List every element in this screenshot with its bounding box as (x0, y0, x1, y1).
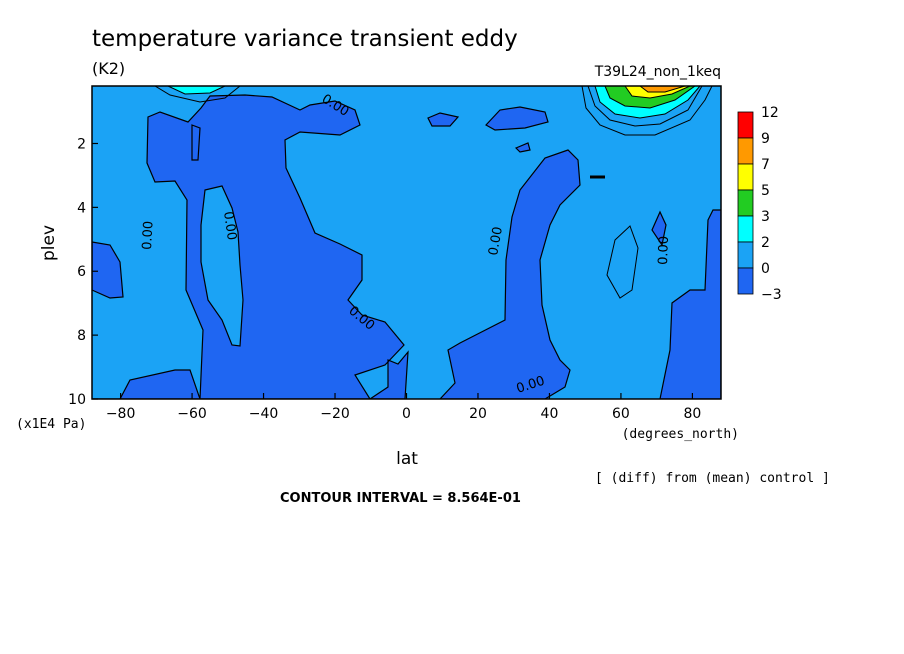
y-axis-label: plev (39, 225, 59, 261)
negative-region-right (659, 209, 721, 399)
x-tick-label: 0 (402, 406, 411, 422)
contour-label: 0.00 (656, 236, 672, 265)
colorbar-label: 12 (761, 105, 779, 121)
colorbar-swatch (737, 137, 754, 165)
x-tick-label: −40 (249, 406, 279, 422)
contour-label: 0.00 (140, 221, 156, 251)
peak-fill-orange (639, 86, 686, 93)
positive-feature-top-left (154, 86, 241, 103)
peak-contour-2 (587, 86, 703, 127)
negative-region-edge-south (92, 241, 124, 299)
colorbar-label: 9 (761, 131, 770, 147)
colorbar-swatch (737, 189, 754, 217)
chart-units: (K2) (92, 59, 125, 78)
y-axis-units: (x1E4 Pa) (16, 417, 86, 432)
colorbar-swatch (737, 267, 754, 295)
negative-blob-b (485, 106, 549, 131)
negative-region-left (146, 94, 409, 399)
negative-region-center (439, 149, 581, 399)
negative-region-bottom-left (92, 369, 201, 399)
positive-contour-right (606, 225, 639, 299)
contour-label: 0.00 (220, 210, 239, 241)
y-tick-label: 10 (68, 392, 86, 408)
colorbar-swatch (737, 111, 754, 139)
peak-contour-1 (581, 86, 713, 136)
x-tick-label: 20 (469, 406, 487, 422)
x-tick-label: −60 (177, 406, 207, 422)
negative-region-right-top (651, 210, 667, 247)
colorbar-swatch (737, 241, 754, 269)
y-tick-label: 8 (77, 328, 86, 344)
colorbar-swatch (737, 215, 754, 243)
y-tick-label: 6 (77, 264, 86, 280)
negative-blob-a (427, 112, 460, 127)
colorbar-label: 3 (761, 209, 770, 225)
contour-field (92, 86, 721, 399)
chart-title: temperature variance transient eddy (92, 26, 518, 52)
run-label: T39L24_non_1keq (594, 64, 721, 80)
x-tick-label: 80 (683, 406, 701, 422)
colorbar: 12 9 7 5 3 2 0 −3 (737, 105, 782, 303)
x-axis: −80 −60 −40 −20 0 20 40 60 80 (106, 393, 701, 422)
plot-area: 0.00 0.00 0.00 0.00 0.00 0.00 0.00 (91, 85, 722, 400)
x-tick-label: −20 (320, 406, 350, 422)
y-axis: 2 4 6 8 10 (68, 136, 98, 408)
colorbar-label: −3 (761, 287, 782, 303)
positive-feature-top-left-inner (167, 86, 226, 95)
y-tick-label: 2 (77, 136, 86, 152)
contour-label: 0.00 (486, 226, 506, 257)
colorbar-label: 7 (761, 157, 770, 173)
x-tick-label: 40 (541, 406, 559, 422)
negative-bump-top (191, 124, 201, 161)
y-tick-label: 4 (77, 200, 86, 216)
colorbar-label: 0 (761, 261, 770, 277)
positive-hole-left (200, 185, 244, 347)
colorbar-label: 2 (761, 235, 770, 251)
x-axis-units: (degrees_north) (622, 427, 739, 442)
x-tick-label: 60 (612, 406, 630, 422)
colorbar-swatch (737, 163, 754, 191)
negative-blob-c (514, 142, 531, 153)
diff-note: [ (diff) from (mean) control ] (595, 471, 830, 486)
x-tick-label: −80 (106, 406, 136, 422)
colorbar-label: 5 (761, 183, 770, 199)
contour-interval: CONTOUR INTERVAL = 8.564E-01 (280, 491, 521, 506)
x-axis-label: lat (396, 449, 418, 469)
